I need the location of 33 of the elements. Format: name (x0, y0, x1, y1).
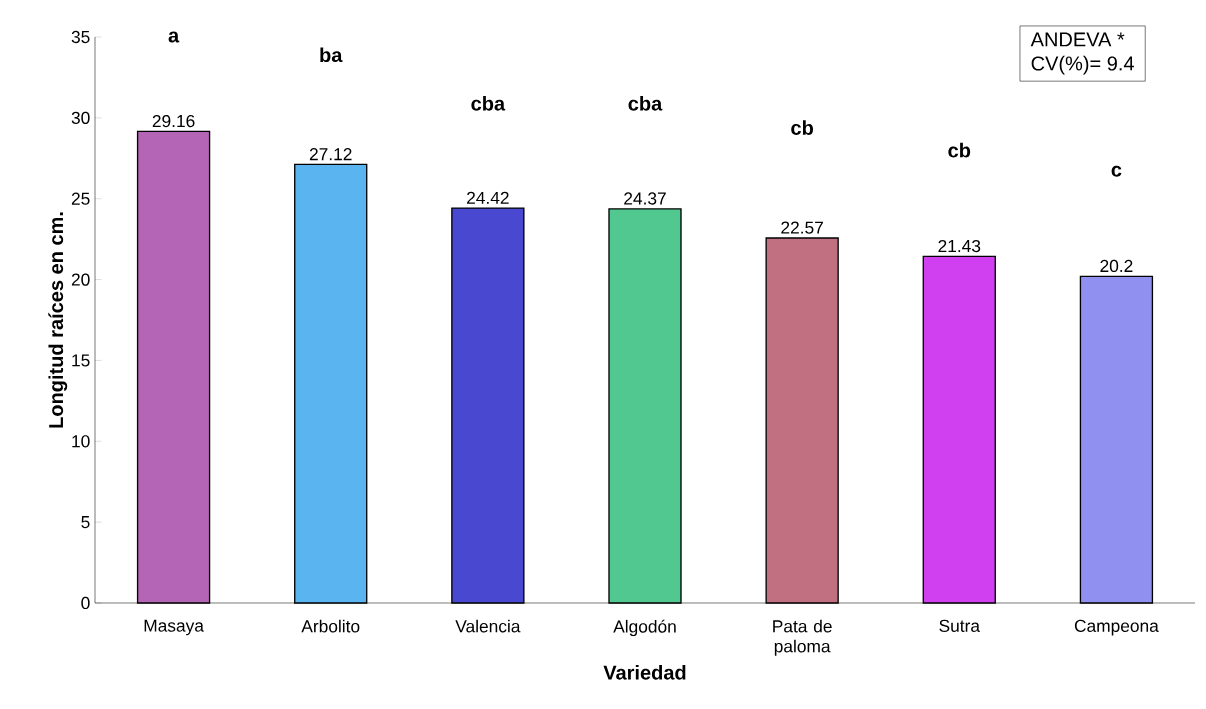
y-tick-label: 0 (81, 596, 90, 610)
x-tick-label: Valencia (455, 619, 521, 633)
annotation: ba (320, 47, 343, 63)
annotation: a (168, 31, 180, 43)
annotation: cb (948, 142, 971, 158)
data-label: 20.2 (1100, 259, 1133, 273)
x-tick-label: Campeona (1074, 619, 1159, 636)
x-tick-label: Arbolito (301, 619, 360, 633)
annotation: ANDEVA * (1030, 32, 1125, 47)
annotation: cb (791, 120, 813, 135)
annotation: c (1111, 165, 1122, 177)
y-tick-label: 25 (71, 192, 90, 205)
data-label: 22.57 (781, 221, 823, 234)
data-label: 29.16 (152, 114, 195, 128)
annotation: CV(%)= 9.4 (1031, 55, 1134, 75)
data-label: 21.43 (938, 239, 981, 253)
x-tick-label: Algodón (613, 619, 676, 637)
x-tick-label: Masaya (144, 619, 204, 636)
x-tick-label: Sutra (939, 619, 980, 632)
x-tick-label: Pata de paloma (773, 619, 832, 656)
y-tick-label: 20 (71, 273, 90, 286)
data-label: 27.12 (309, 148, 352, 161)
y-tick-label: 15 (72, 354, 90, 367)
data-label: 24.37 (624, 192, 666, 205)
y-tick-label: 5 (81, 516, 90, 529)
y-axis-title: Longitud raíces en cm. (48, 212, 68, 428)
annotation: cba (628, 95, 663, 111)
data-label: 24.42 (467, 191, 509, 204)
y-tick-label: 10 (72, 435, 90, 448)
y-tick-label: 30 (71, 111, 90, 124)
y-tick-label: 35 (71, 30, 90, 44)
x-axis-title: Variedad (603, 665, 686, 680)
annotation: cba (471, 95, 506, 111)
